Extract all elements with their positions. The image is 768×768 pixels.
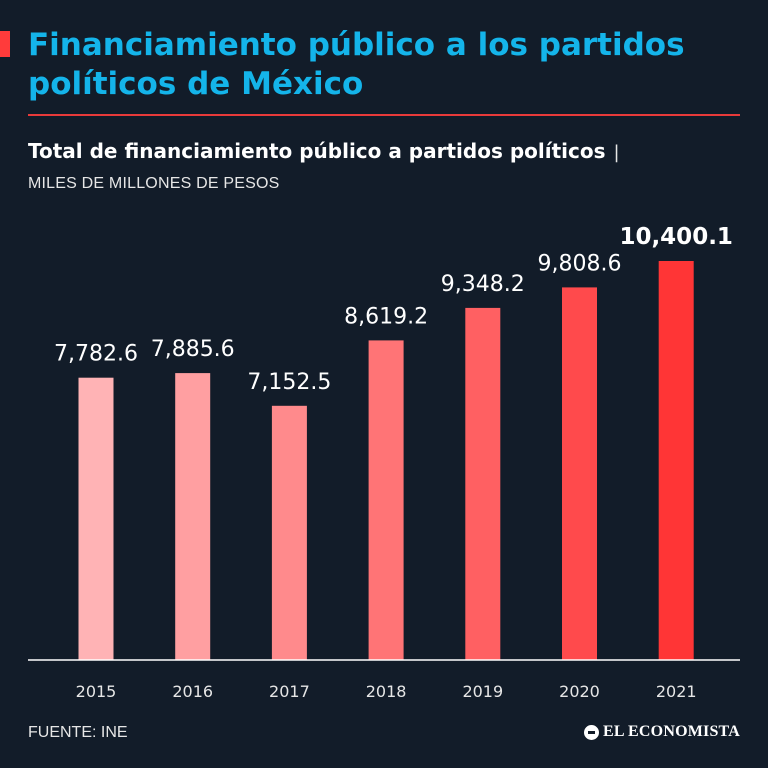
logo-mark-icon xyxy=(584,724,599,740)
x-tick-label-2019: 2019 xyxy=(462,682,503,701)
bar-2020 xyxy=(562,287,597,660)
x-tick-label-2016: 2016 xyxy=(172,682,213,701)
subtitle-separator: | xyxy=(613,142,620,163)
bar-2018 xyxy=(368,340,404,660)
accent-bar xyxy=(0,31,10,57)
data-label-2017: 7,152.5 xyxy=(247,370,331,395)
data-label-2021: 10,400.1 xyxy=(619,224,733,250)
data-label-2015: 7,782.6 xyxy=(54,342,138,367)
data-label-2019: 9,348.2 xyxy=(441,272,525,297)
data-label-2020: 9,808.6 xyxy=(538,251,622,276)
bar-2016 xyxy=(175,373,211,660)
page-title: Financiamiento público a los partidos po… xyxy=(28,27,685,102)
x-tick-label-2017: 2017 xyxy=(269,682,310,701)
units-label: MILES DE MILLONES DE PESOS xyxy=(28,175,280,192)
x-tick-label-2020: 2020 xyxy=(559,682,600,701)
chart-subtitle-text: Total de financiamiento público a partid… xyxy=(28,139,606,163)
x-tick-label-2021: 2021 xyxy=(656,682,697,701)
x-tick-label-2018: 2018 xyxy=(366,682,407,701)
bar-2017 xyxy=(271,405,307,660)
logo-text: EL ECONOMISTA xyxy=(603,723,740,740)
x-tick-label-2015: 2015 xyxy=(76,682,117,701)
data-label-2016: 7,885.6 xyxy=(151,337,235,362)
chart-subtitle: Total de financiamiento público a partid… xyxy=(28,138,620,166)
bar-2019 xyxy=(465,307,501,660)
bar-2021 xyxy=(658,261,694,660)
data-label-2018: 8,619.2 xyxy=(344,304,428,329)
bar-2015 xyxy=(78,377,114,660)
publisher-logo: EL ECONOMISTA xyxy=(584,723,740,741)
source-note: FUENTE: INE xyxy=(28,724,128,741)
title-divider xyxy=(28,114,740,116)
